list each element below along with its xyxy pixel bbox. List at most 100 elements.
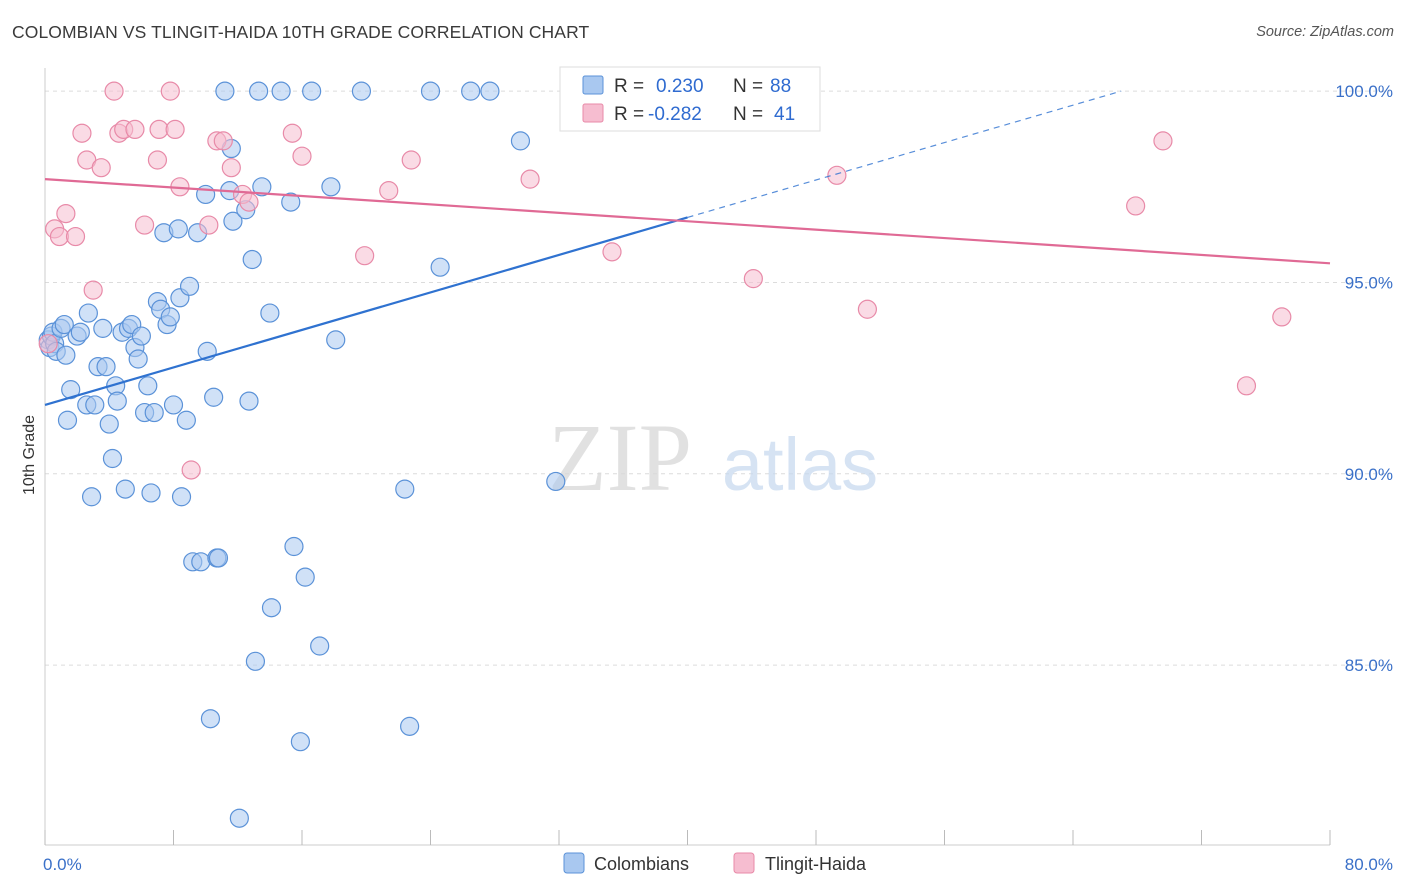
point-tlingit-haida <box>38 334 58 354</box>
legend-r-value-1: 0.230 <box>656 76 704 97</box>
point-tlingit-haida <box>72 123 92 143</box>
point-colombians <box>144 402 164 423</box>
point-tlingit-haida <box>160 81 180 101</box>
point-colombians <box>160 307 180 327</box>
point-tlingit-haida <box>147 150 168 170</box>
point-colombians <box>138 376 158 396</box>
point-tlingit-haida <box>149 119 169 140</box>
legend-n-label-2: N = <box>733 104 763 125</box>
point-colombians <box>141 483 161 503</box>
point-tlingit-haida <box>49 226 70 247</box>
point-colombians <box>56 345 76 365</box>
point-colombians <box>176 410 196 430</box>
point-tlingit-haida <box>520 169 540 189</box>
point-tlingit-haida <box>199 215 219 235</box>
source-credit: Source: ZipAtlas.com <box>1256 24 1394 40</box>
point-colombians <box>61 380 81 400</box>
point-colombians <box>168 219 188 239</box>
point-colombians <box>171 487 192 507</box>
point-tlingit-haida <box>292 146 312 166</box>
point-tlingit-haida <box>65 226 86 247</box>
point-colombians <box>245 651 266 671</box>
point-colombians <box>351 81 372 101</box>
regression-lines <box>44 90 1331 406</box>
stats-legend: R = 0.230 N = 88 R = -0.282 N = 41 <box>559 66 821 132</box>
point-colombians <box>208 548 229 568</box>
point-colombians <box>229 808 249 828</box>
point-colombians <box>179 276 200 296</box>
series-legend: Colombians Tlingit-Haida <box>563 852 867 874</box>
point-colombians <box>321 177 341 197</box>
bottom-legend-label-colombians: Colombians <box>594 854 689 874</box>
legend-n-value-1: 88 <box>770 76 791 97</box>
point-colombians <box>96 357 116 377</box>
point-colombians <box>420 81 441 101</box>
legend-r-label-2: R = <box>614 104 644 125</box>
point-tlingit-haida <box>743 269 763 289</box>
point-tlingit-haida <box>83 280 103 300</box>
point-colombians <box>430 257 450 277</box>
point-colombians <box>461 81 481 101</box>
point-colombians <box>249 81 269 101</box>
point-colombians <box>54 314 74 335</box>
point-colombians <box>271 81 291 101</box>
point-colombians <box>284 536 304 557</box>
point-colombians <box>200 709 221 729</box>
regression-line-tlingit-haida <box>44 178 1331 265</box>
x-tick-label: 0.0% <box>43 855 82 874</box>
point-tlingit-haida <box>213 131 233 151</box>
point-colombians <box>115 479 135 499</box>
point-tlingit-haida <box>857 299 878 319</box>
point-colombians <box>242 249 262 270</box>
point-colombians <box>281 192 301 212</box>
gridlines <box>45 90 1390 666</box>
bottom-legend-label-tlingit-haida: Tlingit-Haida <box>765 854 867 874</box>
point-colombians <box>107 391 127 411</box>
point-colombians <box>310 636 330 656</box>
point-colombians <box>326 330 346 350</box>
point-tlingit-haida <box>165 119 185 140</box>
point-tlingit-haida <box>125 119 145 140</box>
point-colombians <box>70 322 90 342</box>
regression-line-colombians <box>44 216 688 406</box>
point-colombians <box>102 448 123 469</box>
point-tlingit-haida <box>221 158 241 178</box>
point-colombians <box>400 716 420 736</box>
point-tlingit-haida <box>355 246 375 266</box>
point-tlingit-haida <box>1153 131 1173 151</box>
y-tick-label: 95.0% <box>1345 273 1393 292</box>
axes <box>44 68 1331 846</box>
point-colombians <box>510 131 531 151</box>
point-tlingit-haida <box>104 81 124 101</box>
point-colombians <box>99 414 119 434</box>
point-tlingit-haida <box>56 203 76 224</box>
point-tlingit-haida <box>1126 196 1146 216</box>
point-tlingit-haida <box>239 192 259 212</box>
point-tlingit-haida <box>134 215 155 235</box>
bottom-legend-swatch-tlingit-haida <box>733 852 755 874</box>
legend-r-label-1: R = <box>614 76 644 97</box>
point-tlingit-haida <box>379 181 399 201</box>
point-colombians <box>93 318 113 338</box>
legend-swatch-blue <box>582 75 604 95</box>
point-colombians <box>239 391 259 411</box>
bottom-legend-swatch-colombians <box>563 852 585 874</box>
point-colombians <box>252 177 272 197</box>
point-tlingit-haida <box>1272 307 1292 327</box>
point-colombians <box>546 471 566 492</box>
point-colombians <box>295 567 315 587</box>
y-tick-label: 90.0% <box>1345 465 1393 484</box>
point-tlingit-haida <box>1236 376 1257 396</box>
point-colombians <box>128 349 148 369</box>
watermark-zip: ZIP <box>548 404 692 511</box>
x-tick-label: 80.0% <box>1345 855 1393 874</box>
watermark-atlas: atlas <box>722 423 878 506</box>
point-tlingit-haida <box>282 123 302 143</box>
chart-title: COLOMBIAN VS TLINGIT-HAIDA 10TH GRADE CO… <box>12 22 590 42</box>
point-colombians <box>480 81 500 101</box>
legend-r-value-2: -0.282 <box>648 104 702 125</box>
point-colombians <box>395 479 415 499</box>
point-colombians <box>78 303 98 323</box>
point-tlingit-haida <box>181 460 201 480</box>
